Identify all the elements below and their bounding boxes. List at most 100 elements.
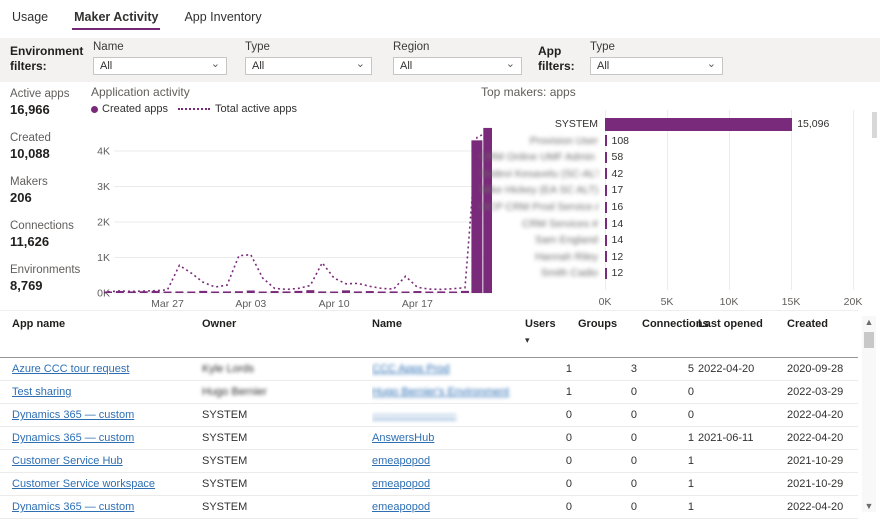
created-apps-legend-label: Created apps (102, 103, 169, 115)
kpi-makers: Makers 206 (10, 175, 90, 206)
maker-row-mike-hickey-ea-sc-alt: Mike Hickey (EA SC ALT) 17 (480, 182, 878, 198)
kpi-summary: Active apps 16,966 Created 10,088 Makers 206 C… (10, 87, 90, 307)
scroll-thumb[interactable] (864, 332, 874, 348)
makers-gridline (791, 110, 792, 290)
maker-name: CRM Online UMF Admin # (480, 151, 598, 164)
chevron-down-icon: ⌄ (706, 58, 716, 70)
total-active-apps-legend-icon (178, 108, 211, 110)
kpi-value: 16,966 (10, 102, 50, 117)
cell-created: 2022-04-20 (787, 432, 844, 444)
cell-last_opened: 2021-06-11 (698, 432, 754, 444)
chart-legend: Created apps Total active apps (91, 103, 297, 115)
cell-groups: 0 (630, 455, 637, 467)
svg-text:4K: 4K (97, 146, 110, 158)
maker-value: 12 (611, 250, 624, 263)
column-header-last-opened[interactable]: Last opened (698, 318, 763, 330)
svg-text:Apr 17: Apr 17 (402, 298, 433, 310)
svg-text:Apr 03: Apr 03 (235, 298, 266, 310)
app-link[interactable]: Dynamics 365 — custom (12, 409, 135, 421)
maker-row-sam-england: Sam England 14 (480, 232, 878, 248)
maker-bar (605, 184, 607, 196)
cell-connections: 1 (687, 501, 694, 513)
makers-gridline (605, 110, 606, 290)
type-dropdown[interactable]: All ⌄ (590, 57, 723, 75)
kpi-label: Makers (10, 176, 48, 188)
cell-name: emeapopod (372, 450, 522, 473)
tab-maker-activity[interactable]: Maker Activity (72, 6, 161, 33)
maker-bar (605, 151, 607, 163)
type-dropdown[interactable]: All ⌄ (245, 57, 372, 75)
svg-text:Apr 10: Apr 10 (319, 298, 350, 310)
environment-link[interactable]: CCC Apps Prod (372, 363, 450, 375)
cell-owner: SYSTEM (202, 501, 248, 513)
environment-link[interactable]: Hugo Bernier's Environment (372, 386, 510, 398)
dropdown-label: Type (245, 41, 270, 53)
column-header-connections[interactable]: Connections (642, 318, 709, 330)
maker-name: Sam England (534, 234, 598, 247)
column-header-app-name[interactable]: App name (12, 318, 66, 330)
dropdown-value: All (100, 60, 113, 72)
maker-bar (605, 201, 607, 213)
cell-users: 0 (565, 432, 572, 444)
column-header-groups[interactable]: Groups (578, 318, 618, 330)
scroll-down-icon[interactable]: ▼︎ (864, 501, 874, 511)
app-link[interactable]: Dynamics 365 — custom (12, 501, 135, 513)
sort-descending-icon[interactable]: ▾ (525, 335, 530, 345)
cell-users: 0 (565, 478, 572, 490)
column-header-users[interactable]: Users ▾ (525, 318, 572, 347)
app-link[interactable]: Dynamics 365 — custom (12, 432, 135, 444)
maker-name: OCP CRM Prod Service A... (480, 201, 598, 213)
tab-bar: Usage Maker Activity App Inventory (10, 6, 264, 33)
top-makers-title: Top makers: apps (481, 85, 576, 99)
cell-owner: SYSTEM (202, 432, 248, 444)
column-header-created[interactable]: Created (787, 318, 828, 330)
column-header-owner[interactable]: Owner (202, 318, 237, 330)
maker-value: 58 (611, 151, 624, 164)
region-dropdown[interactable]: All ⌄ (393, 57, 522, 75)
app-link[interactable]: Customer Service Hub (12, 455, 123, 467)
cell-groups: 0 (630, 432, 637, 444)
kpi-value: 206 (10, 190, 32, 205)
maker-bar (605, 135, 607, 147)
tab-app-inventory[interactable]: App Inventory (184, 10, 262, 24)
maker-row-system: SYSTEM 15,096 (480, 116, 878, 132)
cell-owner: SYSTEM (202, 409, 248, 421)
kpi-value: 10,088 (10, 146, 50, 161)
app-link[interactable]: Test sharing (12, 386, 72, 398)
column-header-name[interactable]: Name (372, 318, 402, 330)
kpi-active-apps: Active apps 16,966 (10, 87, 90, 118)
tab-usage[interactable]: Usage (12, 10, 49, 24)
cell-name: ----------------------- (372, 404, 522, 427)
maker-bar (605, 117, 793, 131)
makers-axis-label: 10K (719, 296, 739, 308)
table-row: Test sharing Hugo Bernier Hugo Bernier's E… (0, 381, 858, 404)
cell-created: 2021-10-29 (787, 478, 844, 490)
environment-link[interactable]: ----------------------- (372, 409, 457, 421)
cell-created: 2021-10-29 (787, 455, 844, 467)
maker-value: 14 (611, 234, 624, 247)
environment-link[interactable]: emeapopod (372, 455, 431, 467)
environment-link[interactable]: emeapopod (372, 501, 431, 513)
maker-bar (605, 267, 607, 279)
name-dropdown[interactable]: All ⌄ (93, 57, 227, 75)
cell-last_opened: 2022-04-20 (698, 363, 755, 375)
table-scrollbar[interactable]: ▲︎ ▼︎ (862, 316, 876, 512)
application-activity-chart: 0K 1K 2K 3K 4K Mar 27 Apr 03 Apr 10 Apr 17 (97, 127, 492, 310)
cell-owner: SYSTEM (202, 455, 248, 467)
environment-link[interactable]: AnswersHub (372, 432, 435, 444)
dropdown-value: All (400, 60, 413, 72)
app-link[interactable]: Customer Service workspace (12, 478, 156, 490)
maker-name: Hannah Riley (534, 250, 598, 263)
cell-name: emeapopod (372, 473, 522, 496)
cell-created: 2022-03-29 (787, 386, 844, 398)
maker-value: 16 (611, 201, 624, 213)
makers-scrollbar-thumb[interactable] (872, 112, 877, 138)
cell-groups: 0 (630, 409, 637, 421)
filter-group-type-3: Type All ⌄ (590, 41, 723, 75)
cell-groups: 0 (630, 478, 637, 490)
scroll-up-icon[interactable]: ▲︎ (864, 317, 874, 327)
app-link[interactable]: Azure CCC tour request (12, 363, 130, 375)
environment-link[interactable]: emeapopod (372, 478, 431, 490)
makers-gridline (853, 110, 854, 290)
cell-connections: 0 (687, 409, 694, 421)
